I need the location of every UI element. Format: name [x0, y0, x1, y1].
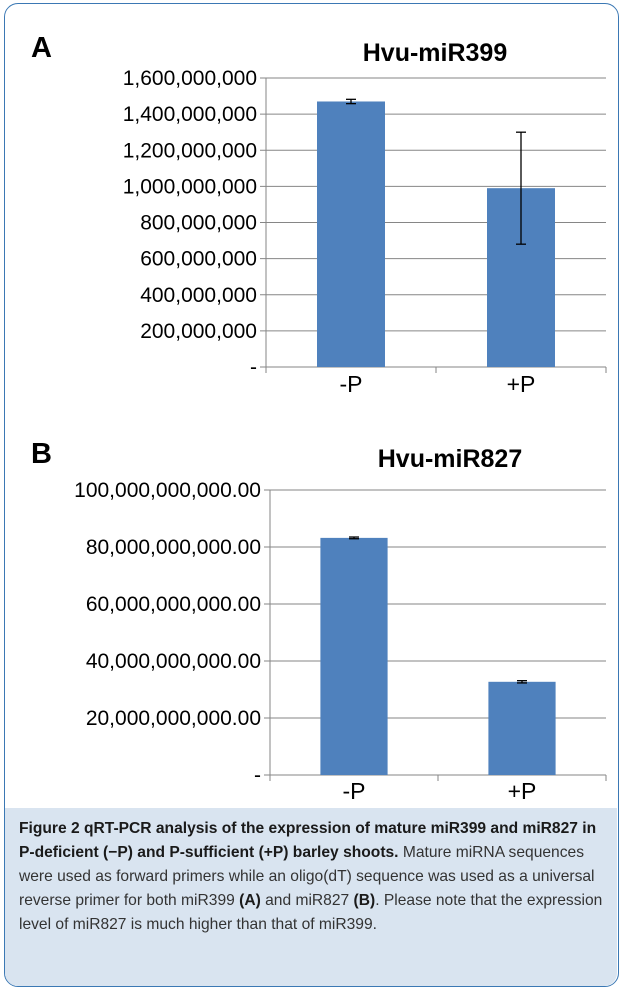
caption-text-2: and miR827 — [260, 892, 354, 909]
y-tick-label: 40,000,000,000.00 — [86, 650, 261, 673]
chart-title: Hvu-miR827 — [378, 445, 523, 473]
x-category-label: -P — [343, 778, 366, 804]
caption-ref-b: (B) — [353, 892, 376, 909]
bar — [320, 537, 388, 775]
y-tick-label: 20,000,000,000.00 — [86, 707, 261, 730]
caption-text-3: . Please note that the expression level … — [19, 892, 603, 933]
y-tick-label: 1,000,000,000 — [123, 175, 257, 198]
y-tick-label: 1,400,000,000 — [123, 103, 257, 126]
y-tick-label: 80,000,000,000.00 — [86, 536, 261, 559]
caption-text-1: Mature miRNA sequences were used as forw… — [19, 844, 595, 909]
x-category-label: +P — [508, 778, 537, 804]
y-tick-label: 600,000,000 — [140, 248, 257, 271]
y-tick-label: 800,000,000 — [140, 212, 257, 235]
y-tick-label: 100,000,000,000.00 — [74, 479, 261, 502]
caption-background — [5, 808, 617, 986]
bar — [488, 681, 556, 775]
y-tick-label: 1,200,000,000 — [123, 139, 257, 162]
figure-caption: Figure 2 qRT-PCR analysis of the express… — [19, 817, 613, 937]
caption-ref-a: (A) — [239, 892, 261, 909]
x-category-label: +P — [507, 371, 536, 397]
y-tick-label: 60,000,000,000.00 — [86, 593, 261, 616]
y-tick-label: - — [250, 356, 257, 379]
chart-panel-a: A Hvu-miR399 - 200,000,000 400,000,000 600,00… — [0, 0, 625, 405]
chart-title: Hvu-miR399 — [363, 39, 508, 67]
x-category-label: -P — [340, 371, 363, 397]
y-tick-label: 400,000,000 — [140, 284, 257, 307]
chart-a: A Hvu-miR399 - 200,000,000 400,000,000 600,00… — [31, 32, 607, 397]
bar — [317, 101, 385, 367]
caption-title: Figure 2 qRT-PCR analysis of the express… — [19, 820, 597, 861]
panel-label: A — [31, 32, 52, 64]
y-tick-label: - — [254, 764, 261, 787]
panel-label: B — [31, 438, 52, 470]
y-tick-label: 1,600,000,000 — [123, 67, 257, 90]
y-tick-label: 200,000,000 — [140, 320, 257, 343]
chart-b: B Hvu-miR827 - 20,000,000,000.00 40,000,000,… — [31, 438, 607, 804]
chart-panel-b: B Hvu-miR827 - 20,000,000,000.00 40,000,000,… — [0, 405, 625, 805]
